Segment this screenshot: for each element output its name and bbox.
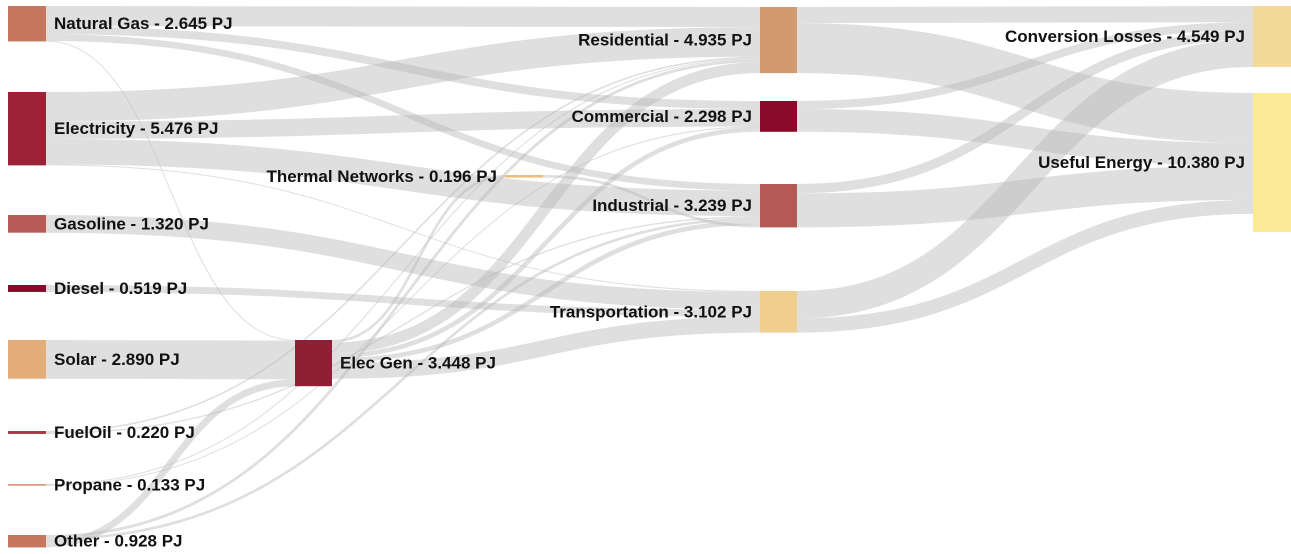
- link: [45, 59, 761, 538]
- link: [45, 26, 761, 110]
- link: [45, 126, 761, 486]
- link: [45, 58, 761, 486]
- node-label: Useful Energy - 10.380 PJ: [1038, 153, 1245, 172]
- node: [760, 184, 797, 228]
- node-label: Commercial - 2.298 PJ: [572, 107, 752, 126]
- node: [760, 7, 797, 74]
- node-label: Diesel - 0.519 PJ: [54, 279, 187, 298]
- node-label: Gasoline - 1.320 PJ: [54, 214, 209, 233]
- link: [542, 174, 761, 228]
- node: [8, 6, 46, 42]
- node-label: Propane - 0.133 PJ: [54, 475, 205, 494]
- link: [45, 56, 761, 433]
- link: [796, 199, 1254, 333]
- node-label: FuelOil - 0.220 PJ: [54, 423, 195, 442]
- node: [8, 535, 46, 548]
- link: [331, 174, 506, 343]
- link: [331, 220, 761, 363]
- link: [331, 62, 761, 354]
- node: [8, 215, 46, 233]
- node: [760, 101, 797, 132]
- link: [45, 40, 296, 341]
- link: [796, 109, 1254, 166]
- link: [796, 6, 1254, 24]
- link: [45, 340, 296, 380]
- node-label: Natural Gas - 2.645 PJ: [54, 14, 233, 33]
- link: [45, 109, 761, 139]
- link: [331, 127, 761, 359]
- link: [796, 165, 1254, 228]
- node: [1253, 6, 1291, 67]
- link: [45, 6, 761, 28]
- link: [45, 34, 761, 191]
- link: [45, 27, 761, 122]
- node: [8, 484, 46, 486]
- link: [45, 284, 761, 317]
- node-label: Elec Gen - 3.448 PJ: [340, 354, 496, 373]
- link: [331, 316, 761, 379]
- node-label: Solar - 2.890 PJ: [54, 350, 180, 369]
- node-label: Residential - 4.935 PJ: [578, 31, 752, 50]
- node-label: Industrial - 3.239 PJ: [592, 196, 752, 215]
- link: [45, 164, 761, 293]
- link: [796, 39, 1254, 319]
- node: [8, 92, 46, 166]
- node-label: Other - 0.928 PJ: [54, 532, 183, 551]
- link: [45, 138, 761, 217]
- node-label: Transportation - 3.102 PJ: [550, 302, 752, 321]
- node-label: Conversion Losses - 4.549 PJ: [1005, 27, 1245, 46]
- nodes: Natural Gas - 2.645 PJ Electricity - 5.47…: [8, 6, 1291, 551]
- link: [45, 217, 761, 541]
- node: [1253, 93, 1291, 233]
- node-label: Electricity - 5.476 PJ: [54, 119, 218, 138]
- link: [796, 22, 1254, 110]
- link: [796, 30, 1254, 194]
- link: [45, 215, 761, 310]
- link: [796, 23, 1254, 144]
- node: [8, 431, 46, 434]
- node: [760, 291, 797, 333]
- link: [45, 379, 296, 548]
- node-label: Thermal Networks - 0.196 PJ: [266, 167, 497, 186]
- links: [45, 6, 1254, 548]
- node: [295, 340, 332, 387]
- node: [505, 175, 543, 178]
- link: [45, 216, 761, 434]
- node: [8, 285, 46, 292]
- node: [8, 340, 46, 379]
